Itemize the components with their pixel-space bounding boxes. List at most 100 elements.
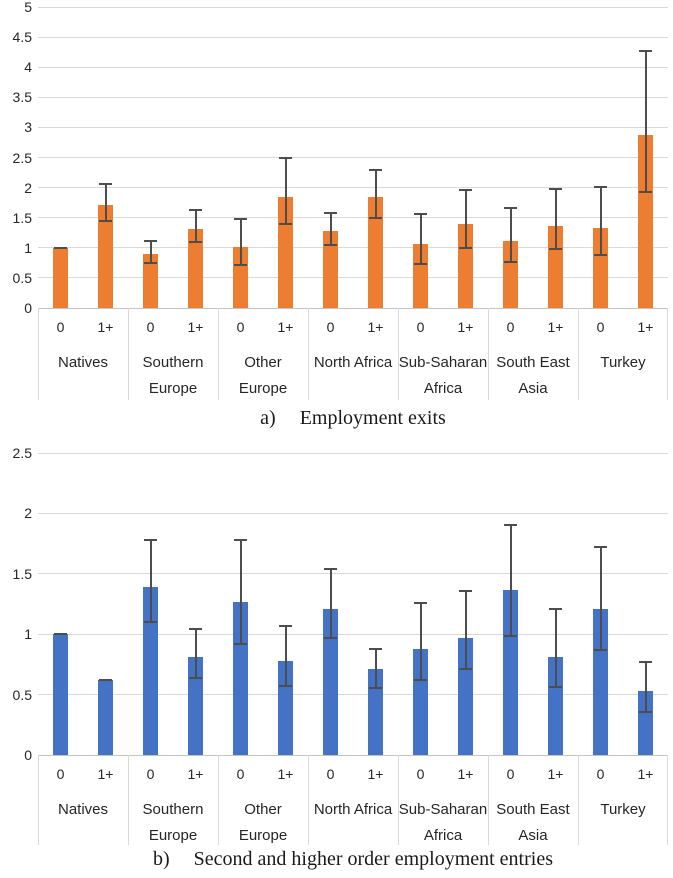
error-bar bbox=[279, 156, 292, 226]
error-bar bbox=[189, 209, 202, 243]
bar-sub-label: 1+ bbox=[457, 319, 474, 335]
error-bar-bottom-cap bbox=[279, 685, 292, 688]
error-bar-line bbox=[554, 607, 557, 689]
error-bar-line bbox=[149, 240, 152, 265]
error-bar-bottom-cap bbox=[414, 262, 427, 265]
error-bar-top-cap bbox=[234, 217, 247, 220]
error-bar bbox=[54, 247, 67, 250]
y-axis-tick-label: 0.5 bbox=[12, 686, 32, 703]
error-bar-line bbox=[329, 211, 332, 246]
bar bbox=[53, 247, 68, 308]
category-label: North Africa bbox=[300, 350, 406, 376]
category-divider bbox=[667, 755, 668, 845]
bar-sub-label: 0 bbox=[56, 319, 65, 335]
bar-sub-label: 0 bbox=[416, 766, 425, 782]
error-bar-top-cap bbox=[369, 168, 382, 171]
bar-sub-label: 1+ bbox=[187, 319, 204, 335]
error-bar-top-cap bbox=[459, 189, 472, 192]
error-bar bbox=[549, 187, 562, 251]
bar bbox=[233, 246, 248, 308]
error-bar bbox=[414, 212, 427, 265]
category-divider bbox=[398, 308, 399, 400]
bar bbox=[188, 657, 203, 755]
plot-area bbox=[38, 452, 668, 756]
error-bar-bottom-cap bbox=[549, 248, 562, 251]
error-bar-top-cap bbox=[414, 601, 427, 604]
error-bar-top-cap bbox=[369, 647, 382, 650]
category-label-line: Europe bbox=[238, 380, 288, 397]
category-divider bbox=[128, 308, 129, 400]
error-bar bbox=[99, 183, 112, 222]
y-axis-tick-label: 1 bbox=[24, 239, 32, 256]
error-bar bbox=[549, 607, 562, 689]
category-label-line: Turkey bbox=[600, 801, 646, 818]
bar-sub-label: 1+ bbox=[97, 766, 114, 782]
error-bar bbox=[594, 185, 607, 256]
error-bar-line bbox=[644, 660, 647, 713]
error-bar-bottom-cap bbox=[99, 219, 112, 222]
bar-sub-label: 1+ bbox=[457, 766, 474, 782]
category-divider bbox=[488, 308, 489, 400]
category-label-line: Africa bbox=[423, 827, 463, 844]
error-bar-line bbox=[419, 601, 422, 682]
category-label: Turkey bbox=[570, 350, 673, 376]
error-bar-top-cap bbox=[639, 660, 652, 663]
y-axis-tick-label: 2.5 bbox=[12, 149, 32, 166]
error-bar-bottom-cap bbox=[459, 668, 472, 671]
bar bbox=[548, 657, 563, 755]
bar-sub-label: 1+ bbox=[547, 319, 564, 335]
category-divider bbox=[308, 755, 309, 845]
category-label-line: Europe bbox=[148, 827, 198, 844]
category-label: Other Europe bbox=[210, 797, 316, 849]
y-axis-tick-label: 2 bbox=[24, 505, 32, 522]
category-label: Natives bbox=[30, 350, 136, 376]
error-bar-bottom-cap bbox=[369, 216, 382, 219]
bar bbox=[98, 204, 113, 308]
category-label: South East Asia bbox=[480, 350, 586, 402]
category-divider bbox=[128, 755, 129, 845]
category-label: Southern Europe bbox=[120, 350, 226, 402]
bar-sub-label: 1+ bbox=[187, 766, 204, 782]
category-label: Southern Europe bbox=[120, 797, 226, 849]
category-label-line: Turkey bbox=[600, 354, 646, 371]
caption-b-letter: b) bbox=[152, 848, 170, 870]
gridline bbox=[38, 187, 668, 189]
error-bar-top-cap bbox=[324, 567, 337, 570]
category-label-line: North Africa bbox=[313, 354, 393, 371]
error-bar-bottom-cap bbox=[279, 223, 292, 226]
bar-sub-label: 1+ bbox=[97, 319, 114, 335]
bar bbox=[143, 587, 158, 755]
category-label-line: Natives bbox=[57, 354, 109, 371]
plot-area bbox=[38, 6, 668, 309]
gridline bbox=[38, 573, 668, 575]
y-axis-tick-label: 0 bbox=[24, 747, 32, 763]
bar-sub-label: 0 bbox=[56, 766, 65, 782]
category-label-line: Sub-Saharan bbox=[398, 354, 488, 371]
category-label-line: Other bbox=[244, 801, 282, 818]
error-bar bbox=[459, 189, 472, 249]
error-bar bbox=[594, 546, 607, 652]
error-bar bbox=[414, 601, 427, 682]
category-divider bbox=[578, 308, 579, 400]
error-bar-bottom-cap bbox=[189, 240, 202, 243]
bar-sub-label: 0 bbox=[236, 319, 245, 335]
error-bar-line bbox=[194, 628, 197, 679]
bar bbox=[458, 637, 473, 755]
bar bbox=[638, 691, 653, 755]
bar-sub-label: 1+ bbox=[367, 766, 384, 782]
error-bar-bottom-cap bbox=[639, 710, 652, 713]
error-bar-line bbox=[104, 183, 107, 222]
error-bar-bottom-cap bbox=[234, 263, 247, 266]
error-bar-top-cap bbox=[549, 187, 562, 190]
gridline bbox=[38, 277, 668, 279]
category-label-line: Southern bbox=[142, 801, 204, 818]
bar-sub-label: 1+ bbox=[277, 319, 294, 335]
category-divider bbox=[218, 755, 219, 845]
caption-b-title: Second and higher order employment entri… bbox=[193, 848, 553, 870]
error-bar bbox=[54, 633, 67, 636]
category-label-line: Europe bbox=[238, 827, 288, 844]
bar-sub-label: 1+ bbox=[367, 319, 384, 335]
category-label: Other Europe bbox=[210, 350, 316, 402]
error-bar-bottom-cap bbox=[504, 261, 517, 264]
category-label-line: Natives bbox=[57, 801, 109, 818]
